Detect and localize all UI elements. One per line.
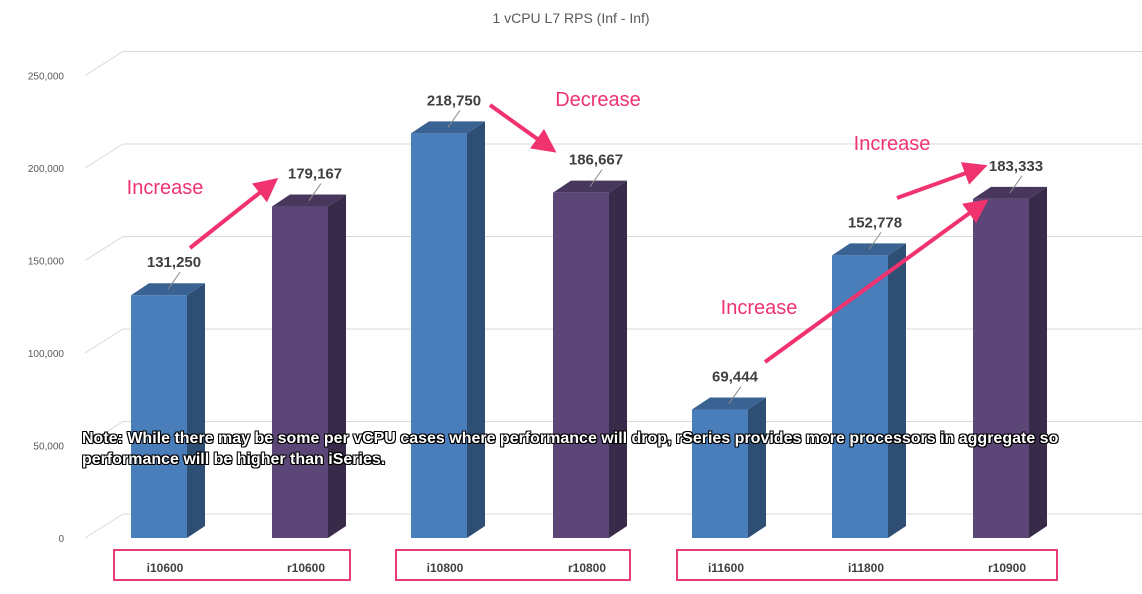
data-label: 152,778 (848, 214, 902, 231)
group-box (113, 549, 351, 581)
annotation-text: Increase (721, 297, 798, 319)
bar (553, 192, 609, 538)
x-tick-label: i10600 (147, 561, 184, 575)
y-tick-label: 0 (58, 534, 64, 545)
chart-title: 1 vCPU L7 RPS (Inf - Inf) (492, 10, 649, 26)
annotation-text: Increase (127, 177, 204, 199)
x-axis: i10600 r10600 i10800 r10800 i11600 i11800 r109… (113, 549, 1058, 581)
bar-side (1029, 186, 1047, 538)
annotation-text: Increase (854, 133, 931, 155)
bar-side (467, 121, 485, 538)
data-label: 69,444 (712, 369, 759, 386)
x-tick-label: r10900 (988, 561, 1026, 575)
bar (832, 255, 888, 538)
y-tick-label: 200,000 (28, 164, 65, 175)
data-label: 218,750 (427, 92, 481, 109)
bar (692, 409, 748, 538)
label-leader (728, 386, 742, 404)
group-box (676, 549, 1058, 581)
gridline-diagonal (84, 236, 124, 261)
x-tick-label: r10600 (287, 561, 325, 575)
gridline-diagonal (84, 421, 124, 446)
y-axis: 0 50,000 100,000 150,000 200,000 250,000 (28, 72, 65, 546)
gridline-diagonal (84, 513, 124, 539)
x-tick-label: i11800 (848, 561, 884, 575)
gridline-diagonal (84, 51, 124, 76)
gridline-diagonal (84, 143, 124, 169)
bar (411, 133, 467, 538)
annotation-arrow (763, 199, 989, 364)
annotation-arrow (188, 178, 279, 250)
bar (272, 206, 328, 538)
bar-side (748, 397, 766, 538)
gridline-diagonal (84, 328, 124, 354)
y-tick-label: 50,000 (33, 442, 64, 453)
bar-side (328, 194, 346, 538)
data-labels: 131,250 179,167 218,750 186,667 69,444 152,77… (147, 92, 1043, 404)
bar-side (609, 180, 627, 538)
data-label: 179,167 (288, 166, 342, 183)
y-tick-label: 150,000 (28, 257, 65, 268)
note-text: Note: While there may be some per vCPU c… (82, 430, 1059, 468)
label-leader (167, 271, 181, 290)
bars (131, 121, 1047, 538)
data-label: 131,250 (147, 254, 201, 271)
x-tick-label: i11600 (708, 561, 744, 575)
y-tick-label: 100,000 (28, 349, 65, 360)
label-leader (308, 183, 322, 201)
label-leader (868, 232, 882, 250)
x-tick-label: r10800 (568, 561, 606, 575)
annotation-arrow (488, 103, 557, 153)
x-tick-label: i10800 (427, 561, 464, 575)
data-label: 183,333 (989, 158, 1043, 175)
annotation-arrow (896, 162, 988, 200)
label-leader (447, 110, 461, 128)
group-box (395, 549, 631, 581)
label-leader (1009, 175, 1023, 194)
y-tick-label: 250,000 (28, 72, 65, 83)
bar-side (187, 283, 205, 538)
data-label: 186,667 (569, 152, 623, 169)
bar (973, 198, 1029, 538)
annotation-text: Decrease (555, 89, 641, 111)
annotations: Increase Decrease Increase Increase (127, 89, 989, 364)
bar (131, 295, 187, 538)
label-leader (589, 169, 603, 187)
bar-side (888, 243, 906, 538)
